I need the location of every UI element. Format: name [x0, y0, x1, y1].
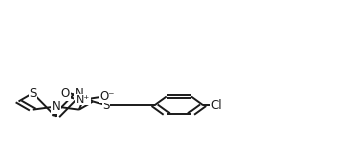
Text: S: S: [102, 99, 110, 112]
Text: S: S: [29, 87, 37, 100]
Text: Cl: Cl: [211, 99, 222, 112]
Text: N⁺: N⁺: [76, 95, 90, 105]
Text: N: N: [52, 100, 60, 113]
Text: O⁻: O⁻: [99, 90, 115, 103]
Text: O: O: [61, 87, 70, 100]
Text: N: N: [74, 87, 83, 100]
